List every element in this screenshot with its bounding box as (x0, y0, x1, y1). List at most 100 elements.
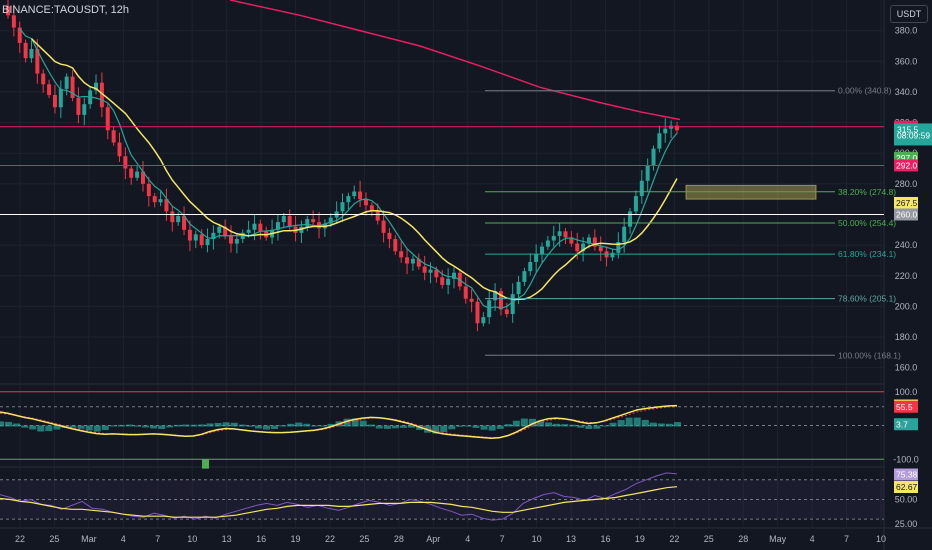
osc-histogram-bar (561, 424, 569, 427)
x-tick-label: 4 (810, 534, 815, 544)
osc-histogram-bar (665, 423, 673, 427)
candle (610, 252, 615, 258)
candle (41, 73, 46, 85)
price-axis[interactable]: 160.0180.0200.0220.0240.0260.0280.0300.0… (893, 26, 932, 529)
oscillator-panel[interactable] (0, 391, 884, 469)
osc-histogram-bar (37, 425, 45, 432)
candle (622, 226, 627, 243)
osc-histogram-bar (359, 420, 367, 427)
candle (299, 226, 304, 233)
candle (129, 168, 134, 178)
osc-histogram-bar (279, 425, 287, 427)
candle (675, 125, 679, 131)
osc-histogram-bar (657, 423, 665, 427)
osc-histogram-bar (617, 420, 625, 427)
candle (135, 171, 140, 178)
osc-histogram-bar (29, 425, 37, 430)
osc-histogram-bar (53, 425, 61, 430)
osc-histogram-bar (319, 425, 327, 427)
fib-label: 38.20% (274.8) (838, 187, 896, 197)
osc-histogram-bar (375, 425, 383, 429)
candle (534, 254, 539, 262)
osc-histogram-bar (13, 423, 21, 427)
x-tick-label: 16 (256, 534, 266, 544)
osc-histogram-bar (5, 421, 13, 427)
osc-histogram-bar (472, 425, 480, 428)
candle (434, 269, 439, 278)
fib-label: 61.80% (234.1) (838, 249, 896, 259)
rsi-tick-label: 25.00 (895, 519, 918, 529)
x-tick-label: 25 (704, 534, 714, 544)
osc-histogram-bar (528, 418, 536, 427)
osc-histogram-bar (21, 425, 29, 428)
current-price-label: 315.5 (897, 124, 919, 134)
x-tick-label: 22 (669, 534, 679, 544)
candle (70, 76, 75, 99)
candle (633, 196, 638, 212)
osc-histogram-bar (351, 418, 359, 427)
price-badge (894, 400, 918, 413)
fib-label: 0.00% (340.8) (838, 86, 892, 96)
candle (628, 211, 633, 227)
candle (551, 235, 556, 241)
candle (493, 291, 498, 301)
candle (516, 281, 521, 295)
ma-fast-line (19, 28, 678, 309)
candle (463, 286, 468, 299)
countdown-label: 08:09:59 (897, 131, 930, 141)
candle (52, 94, 57, 108)
candle (123, 156, 128, 169)
x-tick-label: 22 (15, 534, 25, 544)
candle (105, 107, 110, 131)
candle (504, 309, 509, 315)
osc-histogram-bar (536, 420, 544, 427)
y-tick-label: 340.0 (895, 87, 918, 97)
osc-histogram-bar (134, 425, 142, 427)
osc-histogram-bar (271, 425, 279, 429)
osc-histogram-bar (117, 424, 125, 427)
ma-slow-line (30, 38, 678, 301)
rsi-ma-line (0, 486, 678, 518)
x-tick-label: 10 (187, 534, 197, 544)
osc-histogram-bar (93, 425, 101, 432)
time-axis[interactable]: 22 25 Mar 4 7 10 13 16 19 22 25 28 Apr 4 7 10 13 16 19 22 25… (15, 534, 886, 544)
osc-histogram-bar (246, 425, 254, 427)
candle (522, 271, 527, 282)
price-badge-label: 297.0 (896, 153, 918, 163)
rsi-panel[interactable] (0, 472, 884, 521)
candle (416, 258, 421, 267)
x-tick-label: 28 (738, 534, 748, 544)
currency-button[interactable]: USDT (890, 5, 928, 23)
current-price-badge (894, 123, 932, 146)
candle (393, 238, 398, 252)
osc-histogram-bar (448, 425, 456, 430)
candle (645, 165, 650, 181)
price-panel[interactable]: 0.00% (340.8) 38.20% (274.8) 50.00% (254.4… (0, 0, 901, 360)
candle (23, 42, 28, 59)
candle (152, 196, 157, 203)
candle (651, 148, 656, 166)
candle (252, 223, 257, 230)
candle (375, 211, 380, 221)
candle (146, 183, 151, 197)
candle (346, 196, 351, 203)
x-tick-label: 19 (635, 534, 645, 544)
candle (422, 266, 427, 273)
price-badge-label: 62.67 (896, 482, 918, 492)
x-tick-label: 7 (844, 534, 849, 544)
osc-histogram-bar (674, 422, 681, 427)
x-tick-label: 13 (566, 534, 576, 544)
candle (287, 216, 292, 227)
candle (99, 82, 104, 108)
x-tick-label: May (769, 534, 787, 544)
osc-signal-bar (202, 459, 209, 469)
price-badge-label: 260.0 (896, 209, 918, 219)
osc-histogram-bar (327, 423, 335, 427)
osc-histogram-bar (633, 417, 641, 427)
osc-histogram-bar (391, 425, 399, 429)
candle (176, 216, 181, 223)
osc-histogram-bar (166, 425, 174, 428)
osc-histogram-bar (601, 425, 609, 427)
